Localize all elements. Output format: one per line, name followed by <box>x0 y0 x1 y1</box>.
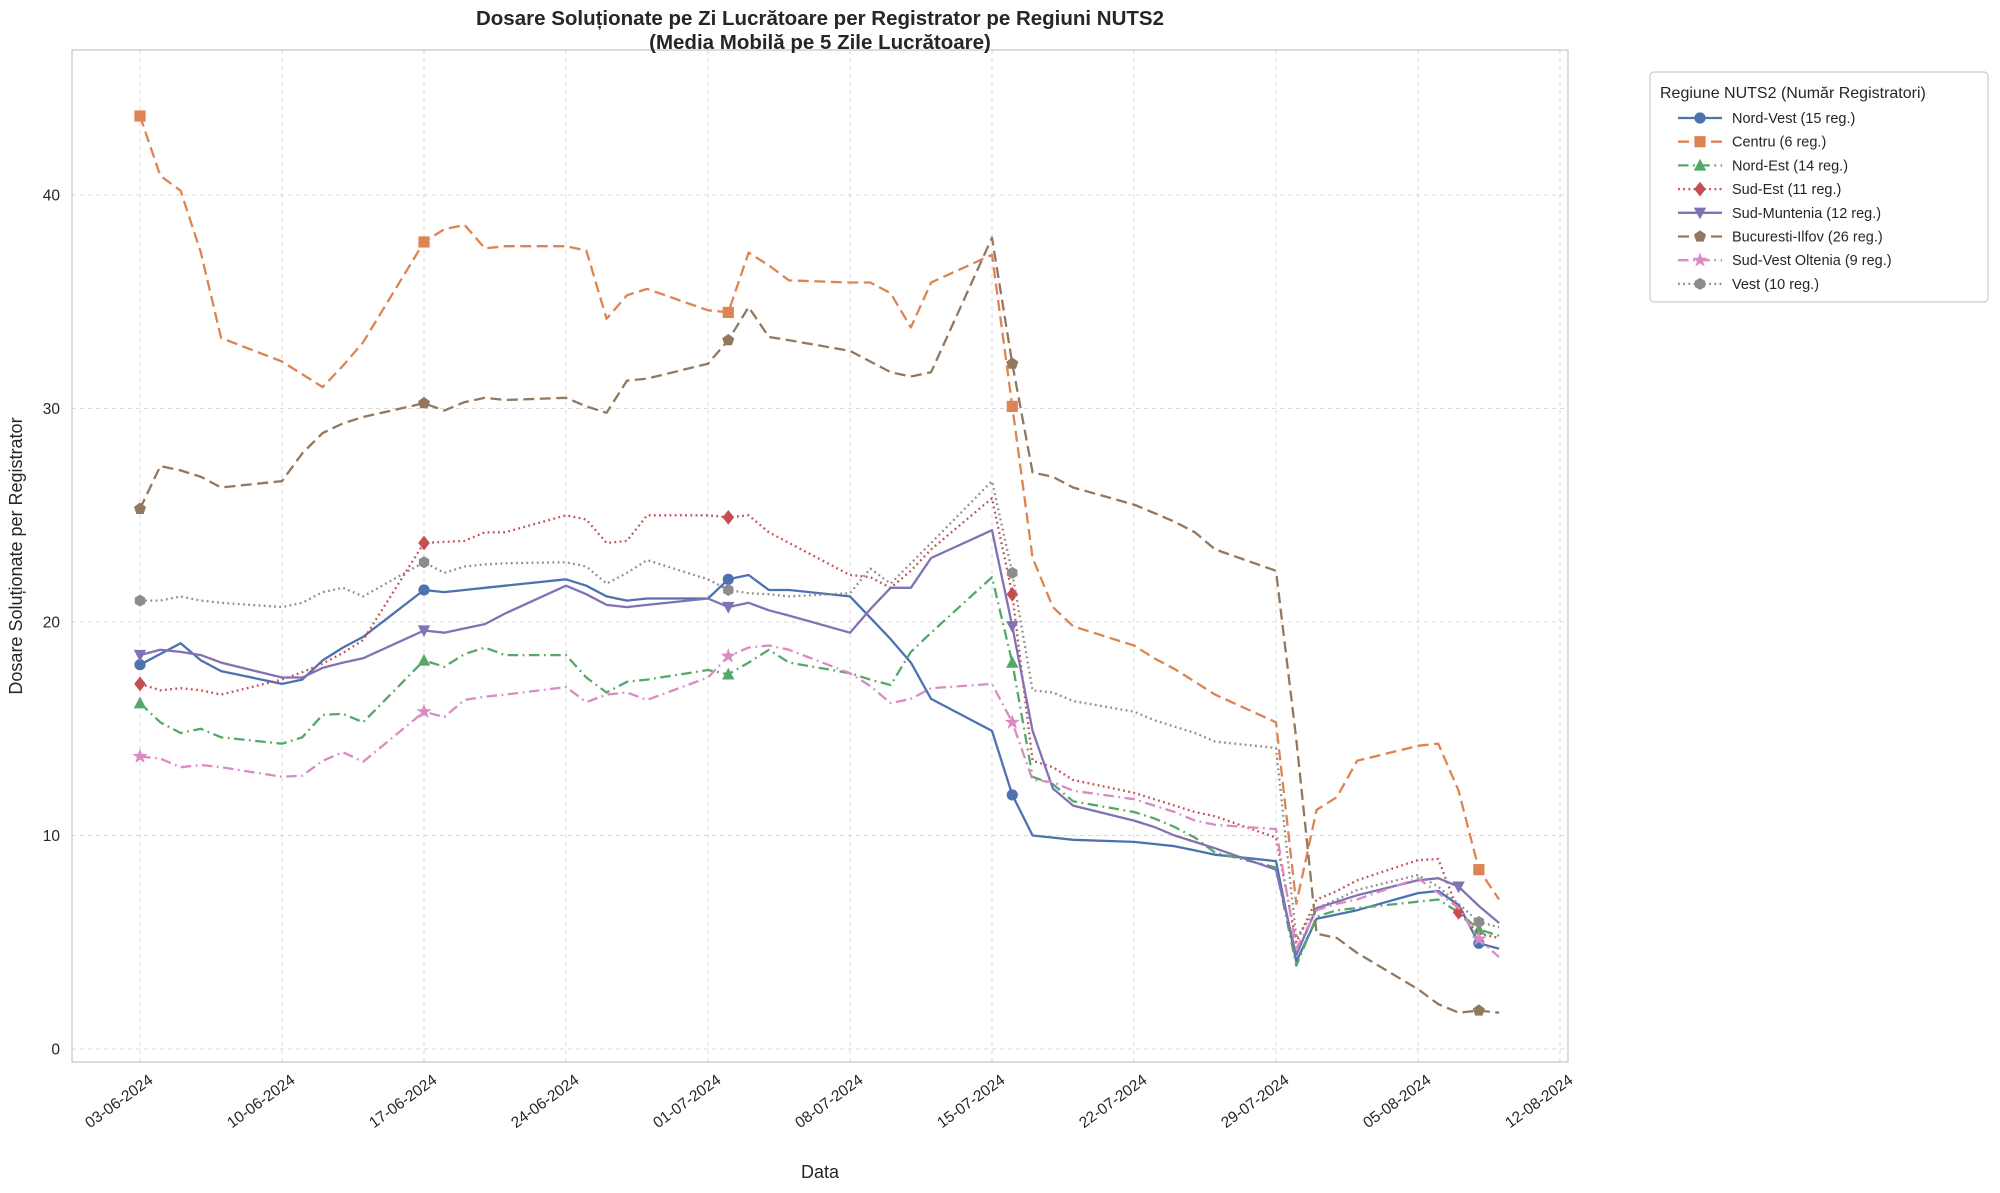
star-marker <box>1471 931 1487 946</box>
series-line-sud-muntenia <box>139 529 1500 957</box>
legend-label: Nord-Vest (15 reg.) <box>1732 111 1855 127</box>
pentagon-marker <box>418 396 430 409</box>
legend-label: Vest (10 reg.) <box>1732 277 1819 293</box>
triangle-up-icon <box>1693 158 1707 171</box>
star-icon <box>1692 252 1708 267</box>
circle-marker <box>418 584 430 596</box>
x-tick-label: 01-07-2024 <box>650 1071 724 1132</box>
legend-label: Sud-Muntenia (12 reg.) <box>1732 206 1881 222</box>
star-marker <box>720 648 736 663</box>
y-tick-label: 10 <box>43 828 61 845</box>
triangle-down-icon <box>1693 207 1707 220</box>
hexagon-icon <box>1694 277 1706 290</box>
x-tick-label: 10-06-2024 <box>224 1071 298 1132</box>
y-tick-labels: 0 10 20 30 40 <box>43 188 61 1059</box>
legend-item-sud-vest: Sud-Vest Oltenia (9 reg.) <box>1678 252 1892 269</box>
triangle-up-marker <box>133 696 147 709</box>
plot-border <box>71 49 1569 1063</box>
chart-title: Dosare Soluționate pe Zi Lucrătoare per … <box>476 7 1164 30</box>
square-marker <box>134 110 146 122</box>
diamond-marker <box>134 676 146 692</box>
plot-area <box>72 50 1568 1062</box>
x-tick-labels: 03-06-2024 10-06-2024 17-06-2024 24-06-2024… <box>82 1071 1576 1132</box>
x-tick-label: 03-06-2024 <box>82 1071 156 1132</box>
triangle-up-marker <box>1006 655 1019 668</box>
square-marker <box>1006 400 1018 412</box>
square-marker <box>418 236 430 248</box>
pentagon-marker <box>1006 357 1019 369</box>
diamond-icon <box>1694 181 1706 197</box>
legend-item-bucuresti-ilfov: Bucuresti-Ilfov (26 reg.) <box>1678 230 1883 246</box>
star-marker <box>132 748 148 763</box>
pentagon-icon <box>1694 230 1706 242</box>
legend-label: Nord-Est (14 reg.) <box>1732 158 1848 174</box>
triangle-down-marker <box>1006 621 1019 633</box>
y-tick-label: 40 <box>43 188 61 205</box>
diamond-marker <box>1452 904 1465 920</box>
triangle-down-marker <box>1452 881 1465 894</box>
legend-label: Sud-Est (11 reg.) <box>1732 182 1841 198</box>
hexagon-marker <box>1473 915 1485 928</box>
triangle-up-marker <box>722 667 735 680</box>
hexagon-marker <box>418 556 430 569</box>
pentagon-marker <box>1472 1004 1485 1016</box>
legend-item-centru: Centru (6 reg.) <box>1678 135 1826 151</box>
hexagon-marker <box>134 594 146 607</box>
y-tick-label: 30 <box>43 401 61 418</box>
circle-marker <box>134 659 146 671</box>
circle-marker <box>1006 789 1018 801</box>
hexagon-marker <box>1007 566 1018 579</box>
square-marker <box>722 306 734 319</box>
series-line-sud-est <box>139 497 1500 944</box>
legend-item-sud-muntenia: Sud-Muntenia (12 reg.) <box>1678 206 1881 222</box>
square-marker <box>1473 864 1485 876</box>
diamond-marker <box>418 535 430 551</box>
triangle-up-marker <box>417 653 431 666</box>
series-line-bucuresti-ilfov <box>138 236 1500 1014</box>
legend-item-sud-est: Sud-Est (11 reg.) <box>1678 181 1841 198</box>
x-axis-title: Data <box>801 1162 840 1182</box>
x-tick-label: 05-08-2024 <box>1360 1071 1434 1132</box>
x-tick-label: 15-07-2024 <box>934 1071 1008 1132</box>
y-axis-title: Dosare Soluționate per Registrator <box>6 417 26 694</box>
triangle-down-marker <box>133 649 147 662</box>
legend-box <box>1649 71 1989 303</box>
series-line-sud-vest <box>139 644 1500 959</box>
series-line-vest <box>140 479 1500 940</box>
star-marker <box>1004 714 1020 729</box>
pentagon-marker <box>134 502 146 514</box>
x-tick-label: 24-06-2024 <box>508 1071 582 1132</box>
gridlines <box>72 50 1568 1062</box>
triangle-down-marker <box>722 601 735 614</box>
x-tick-label: 17-06-2024 <box>366 1071 440 1132</box>
series-lines <box>132 110 1501 1016</box>
legend-title: Regiune NUTS2 (Număr Registratori) <box>1660 85 1926 102</box>
x-tick-label: 29-07-2024 <box>1218 1071 1292 1132</box>
legend-label: Sud-Vest Oltenia (9 reg.) <box>1732 253 1892 269</box>
y-tick-label: 20 <box>43 615 61 632</box>
series-line-nord-est <box>139 576 1500 967</box>
hexagon-marker <box>723 583 734 596</box>
legend-label: Centru (6 reg.) <box>1732 135 1826 151</box>
diamond-marker <box>722 509 735 525</box>
x-tick-label: 12-08-2024 <box>1502 1071 1576 1132</box>
series-line-centru <box>138 115 1501 905</box>
legend: Regiune NUTS2 (Număr Registratori) Nord-V… <box>1649 71 1989 303</box>
circle-marker <box>722 573 734 585</box>
x-tick-label: 08-07-2024 <box>792 1071 866 1132</box>
pentagon-marker <box>722 333 735 346</box>
x-tick-label: 22-07-2024 <box>1076 1071 1150 1132</box>
triangle-down-marker <box>417 625 431 638</box>
legend-item-vest: Vest (10 reg.) <box>1678 277 1819 293</box>
star-marker <box>416 703 432 719</box>
square-icon <box>1694 136 1706 148</box>
chart-subtitle: (Media Mobilă pe 5 Zile Lucrătoare) <box>649 31 991 54</box>
legend-item-nord-est: Nord-Est (14 reg.) <box>1678 158 1848 174</box>
legend-item-nord-vest: Nord-Vest (15 reg.) <box>1678 111 1855 127</box>
circle-icon <box>1694 112 1706 124</box>
legend-label: Bucuresti-Ilfov (26 reg.) <box>1732 230 1883 246</box>
y-tick-label: 0 <box>51 1042 60 1059</box>
